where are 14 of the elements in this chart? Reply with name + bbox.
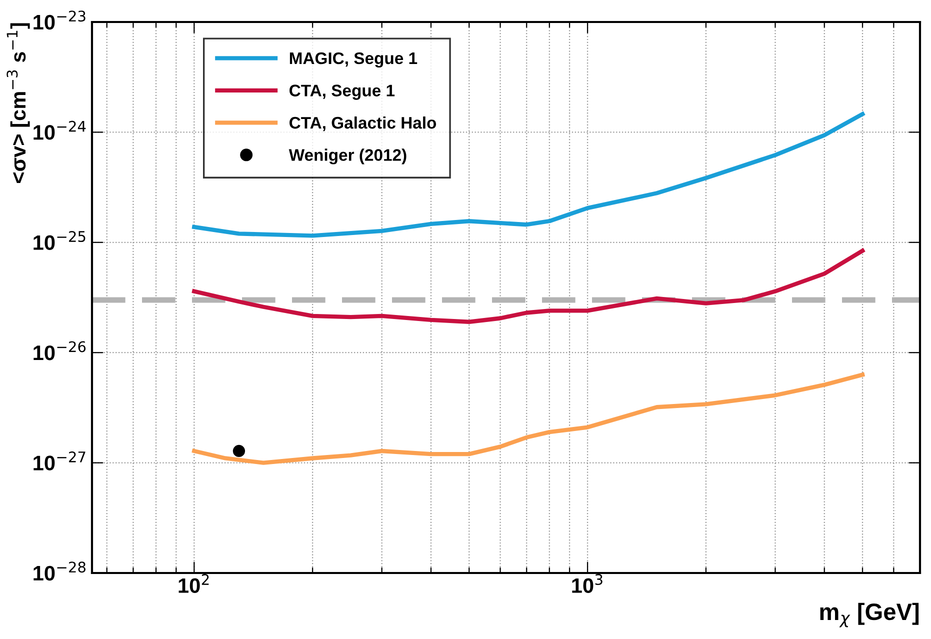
y-tick-label: 10$^{−28}$	[34, 562, 86, 581]
x-axis-title: m$_{χ}$ [GeV]	[820, 602, 919, 628]
x-tick-label: 10$^{3}$	[572, 574, 602, 594]
legend-label: MAGIC, Segue 1	[290, 52, 418, 68]
y-tick-label: 10$^{−23}$	[34, 10, 86, 30]
legend-label: CTA, Galactic Halo	[290, 116, 436, 132]
legend-label: CTA, Segue 1	[290, 84, 395, 100]
y-axis-title: <σv> [cm$^{−3}$ s$^{−1}$]	[6, 23, 30, 183]
x-tick-label: 10$^{2}$	[178, 574, 209, 594]
legend-label: Weniger (2012)	[288, 148, 406, 164]
y-tick-label: 10$^{−27}$	[34, 451, 86, 470]
y-tick-label: 10$^{−24}$	[34, 120, 86, 140]
y-tick-label: 10$^{−26}$	[34, 341, 86, 360]
y-tick-label: 10$^{−25}$	[34, 230, 86, 250]
